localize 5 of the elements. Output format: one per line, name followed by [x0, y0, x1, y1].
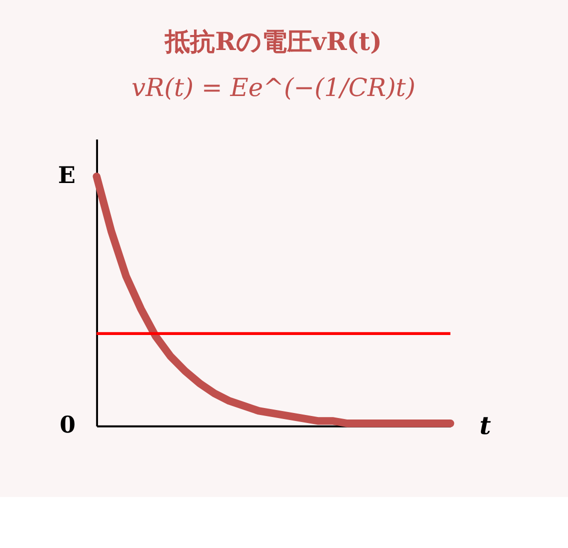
chart-subtitle: vR(t) = Ee^(−(1/CR)t): [131, 72, 416, 102]
text: E: [58, 162, 76, 190]
x-axis-title: t: [480, 411, 492, 440]
text: 0: [60, 412, 76, 439]
chart-title: 抵抗Rの電圧vR(t): [164, 27, 382, 56]
